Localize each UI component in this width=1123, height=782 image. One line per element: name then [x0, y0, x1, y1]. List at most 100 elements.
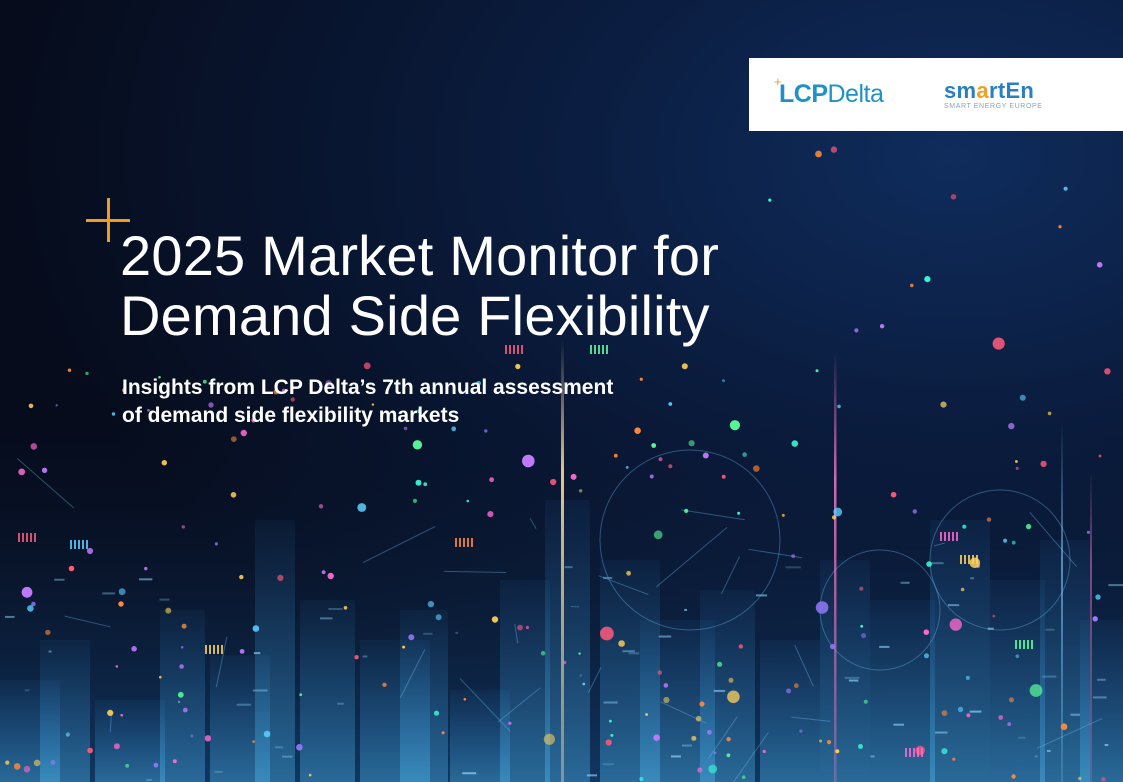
circuit-line — [497, 687, 541, 723]
window-light — [1097, 678, 1106, 681]
light-dot — [722, 379, 725, 383]
circuit-line — [707, 716, 738, 760]
light-dot — [618, 640, 625, 647]
building-silhouettes — [0, 500, 1123, 782]
orange-plus-icon — [86, 198, 130, 242]
light-dot — [960, 587, 965, 592]
light-dot — [489, 477, 494, 483]
light-dot — [957, 706, 964, 713]
light-dot — [415, 479, 422, 486]
light-dot — [147, 408, 150, 412]
light-dot — [966, 713, 971, 718]
light-dot — [998, 715, 1004, 720]
circuit-lines — [16, 449, 1103, 782]
light-dot — [179, 664, 184, 669]
window-light — [603, 701, 618, 704]
window-light — [970, 577, 974, 580]
light-dot — [263, 730, 271, 738]
light-dot — [122, 388, 127, 393]
light-dot — [290, 397, 295, 402]
light-dot — [992, 337, 1005, 350]
light-dot — [645, 713, 648, 716]
light-dot — [1019, 394, 1026, 401]
lcp-logo-bold: LCP — [779, 80, 828, 108]
light-dot — [321, 570, 326, 575]
light-dot — [327, 572, 334, 580]
light-tick — [602, 345, 604, 354]
light-dot — [717, 661, 723, 667]
light-dot — [357, 503, 367, 512]
light-tick — [463, 538, 465, 547]
light-beam-violet — [1090, 470, 1092, 782]
window-light — [24, 689, 30, 692]
light-dot — [639, 777, 644, 781]
light-dot — [423, 482, 428, 487]
light-dot — [120, 713, 123, 717]
window-light — [785, 566, 801, 569]
light-dot — [952, 757, 956, 761]
window-light — [713, 689, 726, 692]
light-tick — [972, 555, 974, 564]
light-dot — [318, 504, 324, 509]
light-dot — [729, 420, 741, 431]
window-light — [455, 631, 459, 634]
light-tick — [944, 532, 946, 541]
light-dot — [829, 643, 836, 650]
light-dot — [691, 735, 697, 741]
light-dot — [115, 665, 119, 668]
light-tick — [205, 645, 207, 654]
light-dot — [741, 775, 746, 779]
report-subtitle: Insights from LCP Delta’s 7th annual ass… — [122, 374, 613, 430]
window-light — [159, 598, 170, 601]
window-light — [1070, 713, 1080, 716]
window-light — [1045, 628, 1055, 631]
light-dot — [626, 570, 631, 576]
light-dot — [1040, 460, 1047, 468]
light-dot — [625, 466, 629, 469]
light-dot — [1047, 411, 1052, 416]
light-dot — [965, 675, 970, 680]
light-dot — [441, 731, 445, 735]
light-tick — [964, 555, 966, 564]
light-dot — [815, 601, 829, 614]
light-tick — [1027, 640, 1029, 649]
window-light — [1108, 584, 1123, 587]
light-dot — [1029, 684, 1043, 697]
light-dot — [281, 388, 287, 393]
light-dot — [742, 452, 747, 457]
light-tick — [509, 345, 511, 354]
window-light — [282, 755, 293, 758]
light-beam-blue — [1061, 420, 1063, 782]
light-dots — [5, 146, 1111, 782]
light-dot — [68, 565, 75, 572]
building — [255, 520, 295, 782]
light-dot — [605, 739, 612, 746]
light-dot — [969, 557, 981, 569]
light-dot — [1015, 460, 1018, 463]
light-dot — [634, 427, 641, 435]
building — [760, 640, 820, 782]
light-dot — [252, 625, 260, 632]
light-tick — [213, 645, 215, 654]
window-light — [1042, 675, 1057, 678]
light-dot — [962, 524, 967, 529]
light-dot — [190, 734, 194, 738]
light-dot — [727, 690, 740, 704]
window-light — [658, 635, 672, 638]
window-light — [931, 562, 944, 565]
light-dot — [21, 586, 33, 598]
light-dot — [85, 371, 89, 376]
light-dot — [427, 600, 435, 608]
light-dot — [451, 426, 457, 432]
light-dot — [153, 762, 159, 768]
light-dot — [113, 743, 120, 750]
light-dot — [815, 150, 822, 158]
logo-panel: + LCPDelta smartEn SMART ENERGY EUROPE — [749, 58, 1123, 131]
circuit-line — [587, 667, 602, 693]
light-dot — [239, 574, 244, 580]
light-dot — [791, 440, 799, 447]
window-light — [328, 607, 343, 610]
window-light — [893, 723, 905, 726]
light-dot — [1078, 776, 1082, 781]
